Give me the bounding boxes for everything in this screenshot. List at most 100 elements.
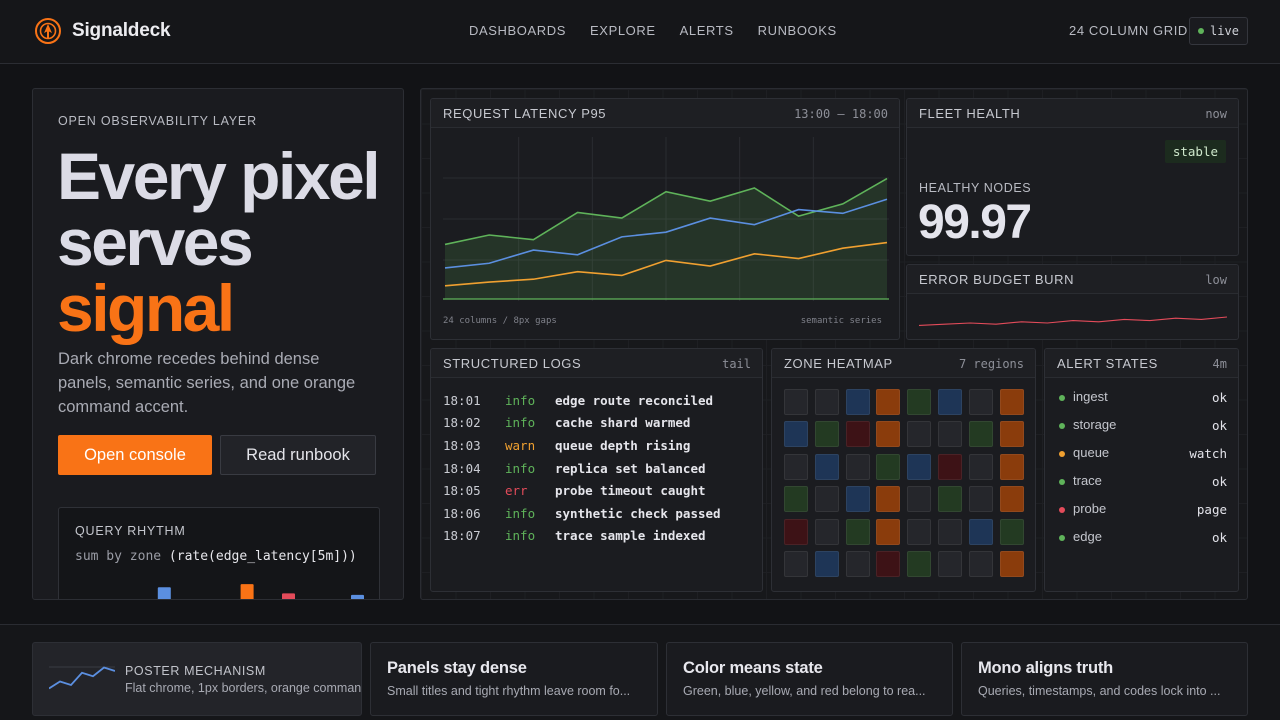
heatmap-cell[interactable]	[968, 389, 993, 415]
heatmap-cell[interactable]	[938, 518, 962, 545]
alert-row[interactable]: probe page	[1057, 501, 1227, 529]
heatmap-cell[interactable]	[814, 518, 839, 545]
latency-panel-range[interactable]: 13:00 — 18:00	[794, 107, 888, 121]
heatmap-cell[interactable]	[876, 453, 901, 480]
brand[interactable]: Signaldeck	[34, 17, 171, 45]
fleet-panel-header: FLEET HEALTH now	[907, 99, 1238, 128]
heatmap-cell[interactable]	[845, 421, 870, 448]
heatmap-cell[interactable]	[814, 389, 839, 415]
latency-chart	[443, 137, 889, 301]
log-level: info	[505, 415, 536, 431]
heatmap-cell[interactable]	[999, 453, 1024, 480]
heatmap-cell[interactable]	[999, 551, 1024, 577]
heatmap-cell[interactable]	[784, 421, 808, 448]
heatmap-cell[interactable]	[938, 453, 962, 480]
heatmap-cell[interactable]	[938, 389, 962, 415]
log-message: synthetic check passed	[555, 505, 721, 521]
alert-state: ok	[1211, 474, 1227, 489]
heatmap-cell[interactable]	[814, 421, 839, 448]
fleet-panel-title: FLEET HEALTH	[919, 106, 1021, 121]
heatmap-cell[interactable]	[999, 486, 1024, 513]
heatmap-cell[interactable]	[845, 486, 870, 513]
log-row[interactable]: 18:07 info trace sample indexed	[443, 525, 721, 548]
heatmap-cell[interactable]	[907, 486, 932, 513]
alert-row[interactable]: edge ok	[1057, 529, 1227, 557]
heatmap-cell[interactable]	[784, 453, 808, 480]
feature-card-mono[interactable]: Mono aligns truth Queries, timestamps, a…	[961, 642, 1248, 716]
heatmap-cell[interactable]	[999, 421, 1024, 448]
nav-runbooks[interactable]: RUNBOOKS	[757, 23, 837, 38]
heatmap-cell[interactable]	[845, 551, 870, 577]
heatmap-cell[interactable]	[907, 421, 932, 448]
feature-card-title: Mono aligns truth	[978, 659, 1113, 677]
heatmap-cell[interactable]	[968, 421, 993, 448]
log-row[interactable]: 18:06 info synthetic check passed	[443, 502, 721, 525]
heatmap-cell[interactable]	[938, 551, 962, 577]
feature-card-title: Panels stay dense	[387, 659, 527, 677]
heatmap-cell[interactable]	[814, 551, 839, 577]
alerts-panel: ALERT STATES 4m ingest ok storage ok queue wa…	[1044, 348, 1239, 592]
nav-explore[interactable]: EXPLORE	[590, 23, 656, 38]
heatmap-cell[interactable]	[876, 518, 901, 545]
heatmap-cell[interactable]	[814, 486, 839, 513]
heatmap-cell[interactable]	[784, 551, 808, 577]
heatmap-cell[interactable]	[968, 486, 993, 513]
nav-alerts[interactable]: ALERTS	[679, 23, 734, 38]
heatmap-cell[interactable]	[845, 453, 870, 480]
alert-name: storage	[1073, 417, 1117, 432]
poster-title: POSTER MECHANISM	[125, 664, 266, 678]
heatmap-cell[interactable]	[907, 453, 932, 480]
log-level: warn	[505, 437, 536, 453]
heatmap-cell[interactable]	[938, 421, 962, 448]
heatmap-cell[interactable]	[999, 389, 1024, 415]
log-time: 18:06	[443, 505, 481, 521]
heatmap-cell[interactable]	[845, 518, 870, 545]
series-line-0	[444, 177, 888, 246]
logs-panel-title: STRUCTURED LOGS	[443, 356, 582, 371]
poster-card[interactable]: POSTER MECHANISM Flat chrome, 1px border…	[32, 642, 362, 716]
heatmap-cell[interactable]	[784, 486, 808, 513]
read-runbook-button[interactable]: Read runbook	[220, 435, 376, 475]
alert-row[interactable]: queue watch	[1057, 445, 1227, 473]
heatmap-cell[interactable]	[845, 389, 870, 415]
heatmap-cell[interactable]	[907, 389, 932, 415]
series-line-1	[444, 198, 888, 269]
heatmap-cell[interactable]	[907, 551, 932, 577]
live-dot-icon	[1198, 28, 1205, 34]
log-row[interactable]: 18:03 warn queue depth rising	[443, 434, 721, 457]
heatmap-cell[interactable]	[876, 486, 901, 513]
heatmap-cell[interactable]	[876, 421, 901, 448]
feature-card-color[interactable]: Color means state Green, blue, yellow, a…	[666, 642, 953, 716]
heatmap-cell[interactable]	[784, 389, 808, 415]
query-title: QUERY RHYTHM	[75, 524, 186, 538]
status-dot-icon	[1059, 507, 1065, 513]
feature-card-dense[interactable]: Panels stay dense Small titles and tight…	[370, 642, 658, 716]
alert-state: page	[1196, 502, 1227, 517]
heatmap-cell[interactable]	[784, 518, 808, 545]
alert-row[interactable]: storage ok	[1057, 417, 1227, 445]
log-level: info	[505, 460, 536, 476]
log-row[interactable]: 18:04 info replica set balanced	[443, 457, 721, 480]
heatmap-cell[interactable]	[938, 486, 962, 513]
log-row[interactable]: 18:05 err probe timeout caught	[443, 479, 721, 502]
heatmap-cell[interactable]	[814, 453, 839, 480]
alert-row[interactable]: trace ok	[1057, 473, 1227, 501]
open-console-button[interactable]: Open console	[58, 435, 212, 475]
heatmap-cell[interactable]	[999, 518, 1024, 545]
heatmap-cell[interactable]	[968, 453, 993, 480]
alert-row[interactable]: ingest ok	[1057, 389, 1227, 417]
log-level: info	[505, 392, 536, 408]
nav-dashboards[interactable]: DASHBOARDS	[469, 23, 567, 38]
log-row[interactable]: 18:01 info edge route reconciled	[443, 389, 721, 412]
headline-accent: signal	[57, 271, 235, 345]
heatmap-cell[interactable]	[876, 389, 901, 415]
live-badge[interactable]: live	[1189, 17, 1248, 45]
heatmap-cell[interactable]	[876, 551, 901, 577]
heatmap-cell[interactable]	[907, 518, 932, 545]
heatmap-cell[interactable]	[968, 551, 993, 577]
logs-panel-meta[interactable]: tail	[722, 357, 751, 371]
heatmap-cell[interactable]	[968, 518, 993, 545]
alert-name: ingest	[1073, 389, 1108, 404]
logs-panel-header: STRUCTURED LOGS tail	[431, 349, 762, 378]
log-row[interactable]: 18:02 info cache shard warmed	[443, 412, 721, 435]
